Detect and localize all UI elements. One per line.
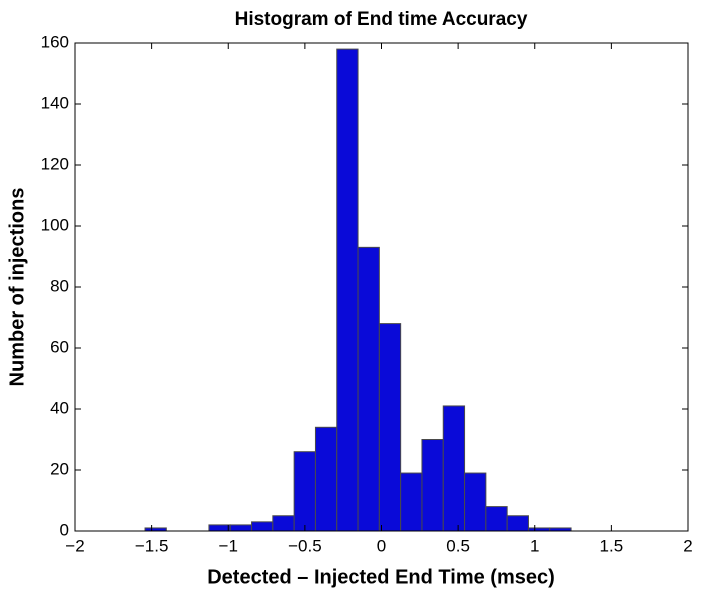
y-tick-label: 40 — [50, 398, 69, 417]
y-tick-label: 120 — [41, 154, 69, 173]
bar — [400, 472, 423, 532]
y-axis-label: Number of injections — [6, 188, 28, 387]
y-tick-label: 100 — [41, 215, 69, 234]
bar — [506, 515, 529, 532]
y-tick-label: 160 — [41, 32, 69, 51]
x-tick-label: 2 — [683, 536, 692, 555]
x-tick-label: 0 — [377, 536, 386, 555]
x-tick-label: −0.5 — [288, 536, 322, 555]
bar — [272, 515, 295, 532]
chart-title: Histogram of End time Accuracy — [235, 9, 528, 30]
bar — [293, 451, 316, 532]
bar — [357, 246, 380, 532]
y-tick-label: 80 — [50, 276, 69, 295]
y-tick-label: 20 — [50, 459, 69, 478]
bar — [464, 472, 487, 532]
bar — [421, 439, 444, 532]
bar — [485, 506, 508, 532]
x-tick-label: 1.5 — [600, 536, 624, 555]
bar — [208, 524, 231, 532]
x-axis-label: Detected – Injected End Time (msec) — [207, 566, 555, 588]
x-tick-label: −1 — [219, 536, 238, 555]
bar — [336, 48, 359, 532]
x-tick-label: 0.5 — [446, 536, 470, 555]
y-tick-label: 140 — [41, 93, 69, 112]
bar — [314, 426, 338, 532]
bar — [251, 521, 274, 532]
y-tick-label: 0 — [60, 520, 69, 539]
x-tick-label: 1 — [530, 536, 539, 555]
x-tick-label: −1.5 — [135, 536, 169, 555]
bar — [442, 405, 466, 532]
bar — [378, 323, 402, 532]
bar — [229, 524, 253, 532]
x-tick-label: −2 — [65, 536, 84, 555]
y-tick-label: 60 — [50, 337, 69, 356]
